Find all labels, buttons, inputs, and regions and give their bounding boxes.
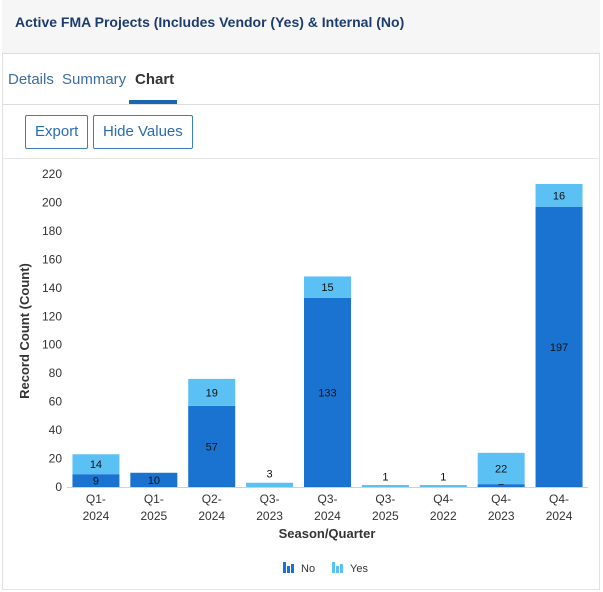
x-tick-label: 2025 <box>140 509 167 523</box>
x-tick-label: Q1- <box>144 492 164 506</box>
bar-no <box>477 484 525 487</box>
bar-no <box>72 474 120 487</box>
bar-yes <box>361 485 409 487</box>
data-label: 22 <box>495 464 507 476</box>
bar-no <box>188 405 236 487</box>
bar-no <box>535 206 583 488</box>
x-tick-label: 2024 <box>314 509 341 523</box>
tab-bar: Details Summary Chart <box>2 55 600 105</box>
data-label: 19 <box>206 387 218 399</box>
data-label: 3 <box>267 469 273 481</box>
x-axis-tick-labels: Q1- 2024 Q1- 2025 Q2- 2024 Q3- 2023 Q3- 2024 Q3- 20… <box>83 492 573 523</box>
y-tick-label: 20 <box>49 452 63 466</box>
x-tick-label: 2024 <box>546 509 573 523</box>
tab-summary[interactable]: Summary <box>62 71 127 88</box>
x-tick-label: 2023 <box>256 509 283 523</box>
legend-item-no[interactable]: No <box>283 562 315 575</box>
x-tick-label: Q2- <box>202 492 222 506</box>
export-button[interactable]: Export <box>25 115 89 149</box>
y-axis-ticks: 0 20 40 60 80 100 120 140 160 180 200 220 <box>42 167 588 494</box>
x-tick-label: 2025 <box>372 509 399 523</box>
x-tick-label: Q4- <box>433 492 453 506</box>
bar-yes <box>246 482 294 487</box>
x-tick-label: 2024 <box>198 509 225 523</box>
y-tick-label: 40 <box>49 423 63 437</box>
stacked-bar-chart: 0 20 40 60 80 100 120 140 160 180 200 220 9 14 10 57 19… <box>17 167 588 541</box>
bar-no <box>304 297 351 487</box>
bar-chart-icon <box>332 562 346 573</box>
y-tick-label: 220 <box>42 167 62 181</box>
data-label: 1 <box>382 472 388 484</box>
x-tick-label: 2022 <box>430 509 457 523</box>
data-label: 14 <box>90 459 102 471</box>
chart-area <box>2 158 600 590</box>
x-tick-label: Q3- <box>317 492 337 506</box>
data-label: 9 <box>93 476 99 488</box>
y-tick-label: 140 <box>42 281 62 295</box>
x-tick-label: Q3- <box>375 492 395 506</box>
data-label: 10 <box>148 475 160 487</box>
y-tick-label: 120 <box>42 309 62 323</box>
y-tick-label: 180 <box>42 224 62 238</box>
tab-chart[interactable]: Chart <box>135 71 175 88</box>
data-label: 197 <box>550 342 568 354</box>
legend-item-yes[interactable]: Yes <box>332 562 368 575</box>
bar-yes <box>188 378 236 406</box>
data-label: 16 <box>553 190 565 202</box>
x-tick-label: Q1- <box>86 492 106 506</box>
active-tab-indicator <box>129 100 177 104</box>
bar-chart-icon <box>283 562 297 573</box>
bar-yes <box>304 276 351 298</box>
x-tick-label: 2024 <box>83 509 110 523</box>
legend-label-no: No <box>301 563 316 575</box>
bar-yes <box>419 485 467 487</box>
y-tick-label: 60 <box>49 395 63 409</box>
x-tick-label: Q4- <box>549 492 569 506</box>
bar-yes <box>72 454 120 475</box>
page-title: Active FMA Projects (Includes Vendor (Ye… <box>15 14 405 30</box>
bar-yes <box>477 452 525 485</box>
y-tick-label: 0 <box>55 480 62 494</box>
y-tick-label: 100 <box>42 338 62 352</box>
hide-values-button[interactable]: Hide Values <box>93 115 193 149</box>
y-tick-label: 160 <box>42 252 62 266</box>
data-label: 133 <box>318 387 336 399</box>
legend-label-yes: Yes <box>350 563 368 575</box>
tab-details[interactable]: Details <box>8 71 54 88</box>
data-label: 57 <box>206 441 218 453</box>
data-label: 1 <box>440 472 446 484</box>
y-tick-label: 80 <box>49 366 63 380</box>
bars: 9141057193133151122219716 <box>72 183 583 488</box>
x-tick-label: 2023 <box>488 509 515 523</box>
x-tick-label: Q4- <box>491 492 511 506</box>
y-axis-title: Record Count (Count) <box>17 263 32 399</box>
x-tick-label: Q3- <box>260 492 280 506</box>
bar-yes <box>535 183 583 207</box>
panel-header: Active FMA Projects (Includes Vendor (Ye… <box>2 0 600 54</box>
y-tick-label: 200 <box>42 195 62 209</box>
data-label: 15 <box>321 282 333 294</box>
bar-no <box>130 472 178 487</box>
x-axis-title: Season/Quarter <box>279 526 376 541</box>
